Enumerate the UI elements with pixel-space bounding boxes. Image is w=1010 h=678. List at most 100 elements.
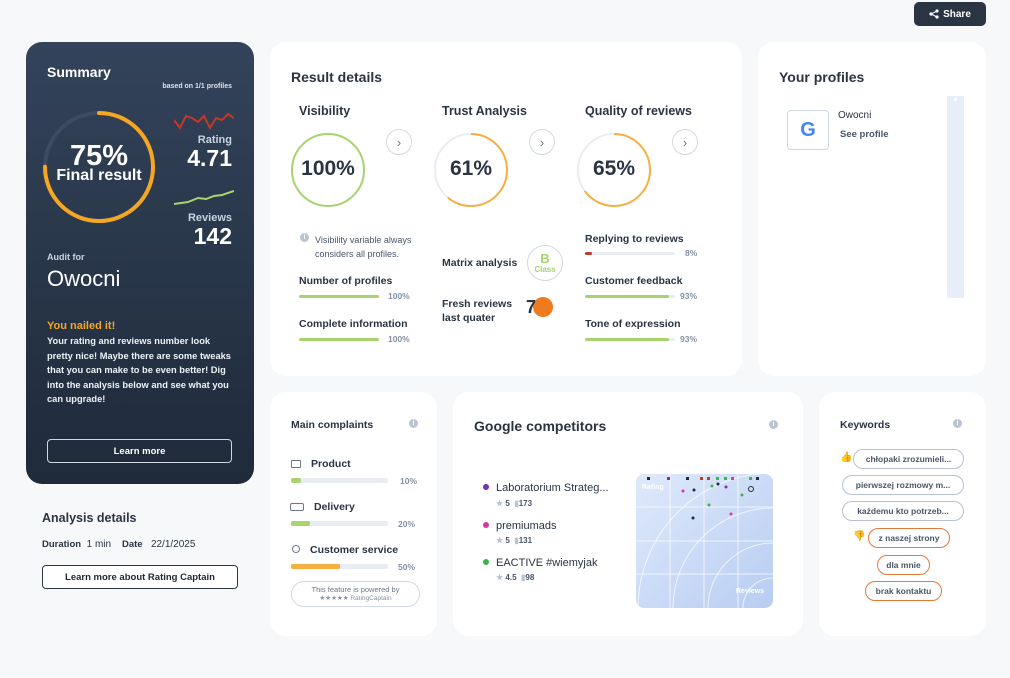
final-label: Final result <box>56 167 142 184</box>
complaint-bar-fill <box>291 521 311 526</box>
keyword-chip-negative[interactable]: dla mnie <box>877 555 930 575</box>
trust-title: Trust Analysis <box>442 104 527 118</box>
metric-label: Complete information <box>299 318 408 330</box>
rating-label: Rating <box>197 134 232 146</box>
fresh-reviews-dot <box>533 297 553 317</box>
complaint-value: 50% <box>398 562 416 572</box>
competitor-meta: ★ 4.5 ▮98 <box>496 573 534 582</box>
keyword-chip-positive[interactable]: chłopaki zrozumieli... <box>853 449 964 469</box>
powered-by-badge[interactable]: This feature is powered by ★★★★★ RatingC… <box>291 581 420 607</box>
keywords-title: Keywords <box>840 419 891 431</box>
class-badge: B Class <box>527 245 563 281</box>
metric-bar-fill <box>299 338 379 341</box>
learn-more-rating-captain-button[interactable]: Learn more about Rating Captain <box>42 565 238 589</box>
google-icon: G <box>800 118 816 141</box>
profile-name: Owocni <box>838 110 872 121</box>
metric-label: Replying to reviews <box>585 233 684 245</box>
share-label: Share <box>943 8 971 20</box>
learn-more-button[interactable]: Learn more <box>47 439 232 463</box>
quality-title: Quality of reviews <box>585 104 692 118</box>
summary-card: Summary based on 1/1 profiles 75% Final … <box>26 42 254 484</box>
rating-value: 4.71 <box>187 145 232 171</box>
competitors-title: Google competitors <box>474 418 607 434</box>
competitor-rating: 5 <box>505 536 510 545</box>
competitor-name[interactable]: EACTIVE #wiemyjak <box>496 557 598 569</box>
audit-name: Owocni <box>47 266 121 291</box>
metric-bar-fill <box>585 338 669 341</box>
complaint-bar <box>291 564 388 569</box>
metric-bar-fill <box>585 295 669 298</box>
chevron-right-icon: › <box>396 134 402 150</box>
reviews-sparkline <box>174 190 234 205</box>
competitor-reviews: 98 <box>525 573 535 582</box>
competitor-reviews: 131 <box>518 536 533 545</box>
metric-label: Customer feedback <box>585 275 683 287</box>
reviews-value: 142 <box>193 223 232 249</box>
competitor-name[interactable]: premiumads <box>496 520 557 532</box>
info-icon: i <box>300 233 309 242</box>
competitor-matrix-chart[interactable]: Rating Reviews <box>636 474 773 608</box>
reviews-label: Reviews <box>187 212 232 224</box>
audit-for-label: Audit for <box>47 252 85 262</box>
date-label: Date <box>122 539 143 550</box>
competitor-reviews: 173 <box>518 499 533 508</box>
scroll-up-icon: ▲ <box>952 96 959 103</box>
metric-bar <box>299 295 379 298</box>
comment-icon: ▮ <box>514 499 519 508</box>
star-icon: ★ <box>496 573 504 582</box>
competitor-rating: 5 <box>505 499 510 508</box>
summary-title: Summary <box>47 64 111 80</box>
google-profile-logo[interactable]: G <box>787 110 829 150</box>
competitor-dot <box>483 559 489 565</box>
metric-bar-fill <box>299 295 379 298</box>
duration-value: 1 min <box>86 539 112 550</box>
matrix-label: Matrix analysis <box>442 257 518 269</box>
star-icon: ★ <box>496 536 504 545</box>
share-button[interactable]: Share <box>914 2 986 26</box>
person-icon <box>292 545 300 553</box>
duration-label: Duration <box>42 539 82 550</box>
your-profiles-card: Your profiles G Owocni See profile ▲ <box>758 42 986 376</box>
info-icon[interactable]: i <box>769 420 778 429</box>
competitor-meta: ★ 5 ▮131 <box>496 536 532 545</box>
competitor-meta: ★ 5 ▮173 <box>496 499 532 508</box>
powered-line2: ★★★★★ RatingCaptain <box>319 595 392 602</box>
complaint-value: 10% <box>400 476 418 486</box>
info-icon[interactable]: i <box>409 419 418 428</box>
class-letter: B <box>540 251 550 266</box>
nailed-title: You nailed it! <box>47 320 116 332</box>
fresh-reviews-label: Fresh reviews last quater <box>442 298 513 324</box>
info-icon[interactable]: i <box>953 419 962 428</box>
final-result-gauge <box>43 111 155 223</box>
trust-gauge <box>434 133 508 207</box>
trust-details-button[interactable]: › <box>529 129 555 155</box>
metric-bar <box>585 338 675 341</box>
quality-value: 65% <box>592 157 636 180</box>
competitor-name[interactable]: Laboratorium Strateg... <box>496 482 609 494</box>
date-row: Date 22/1/2025 <box>122 539 195 550</box>
metric-value: 93% <box>680 334 698 344</box>
see-profile-link[interactable]: See profile <box>840 129 889 140</box>
keyword-chip-negative[interactable]: brak kontaktu <box>865 581 942 601</box>
complaint-value: 20% <box>398 519 416 529</box>
competitor-rating: 4.5 <box>505 573 517 582</box>
keyword-chip-positive[interactable]: każdemu kto potrzeb... <box>842 501 964 521</box>
metric-value: 8% <box>685 248 698 258</box>
keyword-chip-positive[interactable]: pierwszej rozmowy m... <box>842 475 964 495</box>
metric-bar <box>585 252 675 255</box>
metric-value: 100% <box>388 291 410 301</box>
complaint-bar <box>291 478 388 483</box>
comment-icon: ▮ <box>514 536 519 545</box>
visibility-details-button[interactable]: › <box>386 129 412 155</box>
main-complaints-title: Main complaints <box>291 419 374 431</box>
thumbs-up-icon: 👍 <box>840 452 853 463</box>
metric-label: Tone of expression <box>585 318 681 330</box>
trust-value: 61% <box>449 157 493 180</box>
complaint-label: Delivery <box>314 501 355 513</box>
profiles-scrollbar[interactable]: ▲ <box>947 96 964 298</box>
rating-sparkline <box>174 112 234 131</box>
keyword-chip-negative[interactable]: z naszej strony <box>868 528 950 548</box>
quality-details-button[interactable]: › <box>672 129 698 155</box>
visibility-gauge <box>291 133 365 207</box>
result-details-card: Result details Visibility › 100% i Visib… <box>270 42 742 376</box>
